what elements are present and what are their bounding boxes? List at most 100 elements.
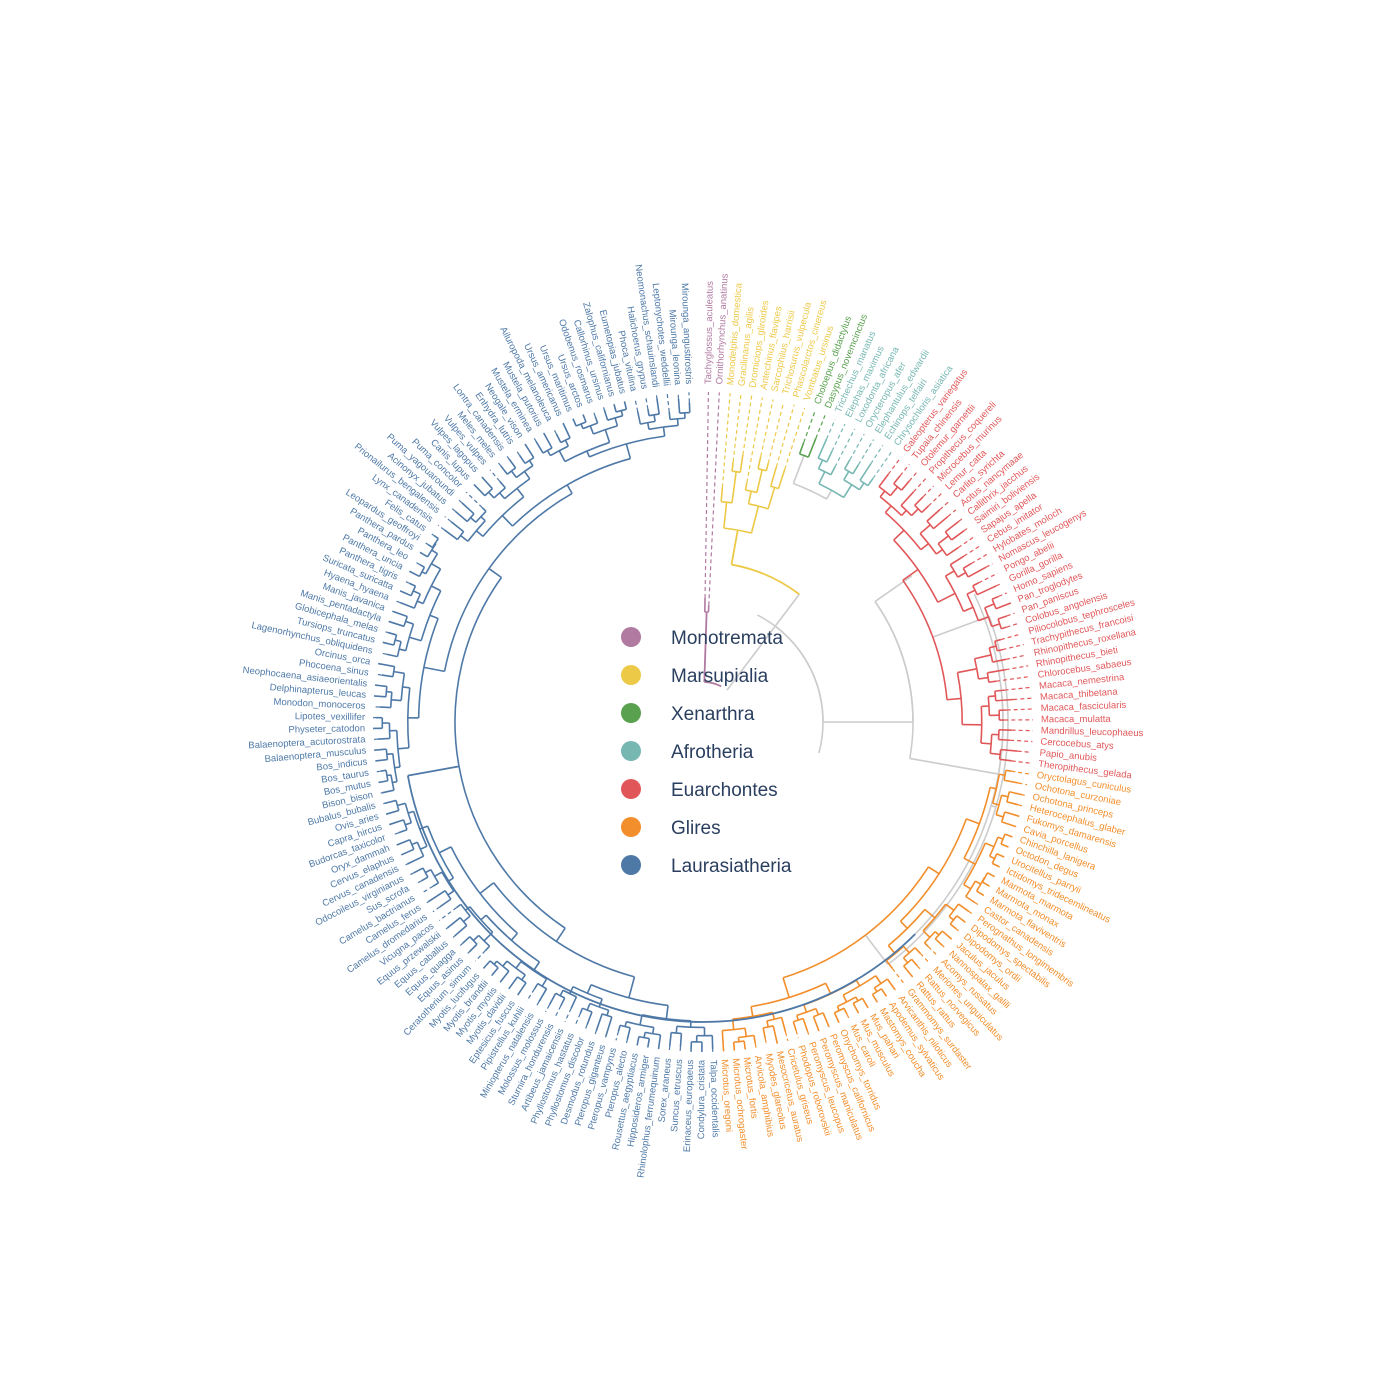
terminal-branch [871,994,878,1003]
terminal-branch [499,970,510,983]
terminal-branch [579,1007,584,1014]
internal-branch [423,666,445,673]
terminal-branch [413,867,424,874]
legend-label: Afrotheria [671,742,754,763]
internal-branch [568,986,574,994]
terminal-branch [499,480,506,489]
internal-branch [855,979,861,987]
terminal-branch [1000,748,1018,752]
terminal-branch [443,529,458,541]
internal-branch [902,957,909,964]
internal-branch [995,813,1004,818]
internal-branch [945,903,955,911]
tip-label: Microtus_oregoni [719,1059,735,1132]
backbone-branch [864,934,889,966]
laurasiatheria-stem [407,765,460,777]
marsupialia-arc [731,563,800,595]
tip-leader [958,517,964,522]
node-arc [926,520,935,530]
terminal-branch [720,487,724,502]
internal-branch [884,505,892,514]
node-arc [944,531,953,541]
internal-branch [974,880,982,885]
internal-branch [528,460,534,467]
terminal-branch [991,595,999,600]
terminal-branch [826,450,833,463]
terminal-branch [446,917,461,929]
tip-leader [452,935,456,938]
tip-leader [1006,612,1015,617]
node-arc [550,445,569,457]
tip-label: Cercocebus_atys [1040,737,1114,752]
tip-leader [927,493,942,507]
terminal-branch [433,534,439,540]
backbone-branch [774,593,800,627]
tip-leader [1006,622,1019,628]
tip-leader [721,393,731,488]
tip-label: Condylura_cristata [696,1059,707,1139]
backbone-branch [990,804,997,808]
tip-leader [458,499,463,504]
internal-branch [1001,794,1009,798]
node-arc [973,658,980,680]
tip-leader [625,1039,628,1044]
tip-leader [425,542,429,546]
terminal-branch [461,502,475,515]
terminal-branch [603,409,609,421]
internal-branch [516,487,525,498]
tip-leader [704,392,710,599]
internal-branch [999,773,1006,777]
terminal-branch [932,515,949,530]
node-arc [914,504,923,514]
terminal-branch [636,1036,640,1046]
node-arc [872,988,882,996]
terminal-branch [878,473,889,488]
tip-label: Erinaceus_europaeus [682,1059,696,1152]
node-arc [582,422,598,430]
tip-leader [998,592,1007,597]
terminal-branch [636,411,642,425]
terminal-branch [421,876,429,882]
terminal-branch [508,976,519,990]
terminal-branch [921,505,929,514]
internal-branch [546,450,552,456]
internal-branch [510,932,519,941]
terminal-branch [560,997,566,1007]
tip-leader [978,572,998,584]
internal-branch [397,747,409,750]
internal-branch [480,914,487,921]
tip-leader [376,770,381,773]
terminal-branch [582,414,587,423]
internal-branch [978,616,989,622]
node-arc [444,890,452,900]
node-arc [582,1007,593,1013]
terminal-branch [987,872,995,878]
legend-swatch [621,779,641,799]
node-arc [902,579,948,700]
terminal-branch [958,903,970,912]
terminal-branch [914,947,921,954]
terminal-branch [473,483,486,497]
internal-branch [521,974,526,981]
tip-leader [891,968,905,985]
tip-leader [405,863,408,866]
node-arc [944,575,965,612]
terminal-branch [812,1016,820,1032]
internal-branch [824,982,832,995]
terminal-branch [792,1021,797,1031]
node-arc [420,590,442,641]
internal-branch [843,484,853,498]
internal-branch [397,802,406,807]
internal-branch [386,752,393,756]
terminal-branch [626,1027,631,1040]
tip-leader [872,451,893,479]
tip-leader [908,470,919,482]
terminal-branch [962,562,972,569]
internal-branch [723,502,728,529]
terminal-branch [995,602,1012,610]
terminal-branch [398,828,408,834]
terminal-branch [456,903,462,909]
internal-branch [424,868,432,874]
terminal-branch [903,965,914,978]
terminal-branch [807,438,817,458]
